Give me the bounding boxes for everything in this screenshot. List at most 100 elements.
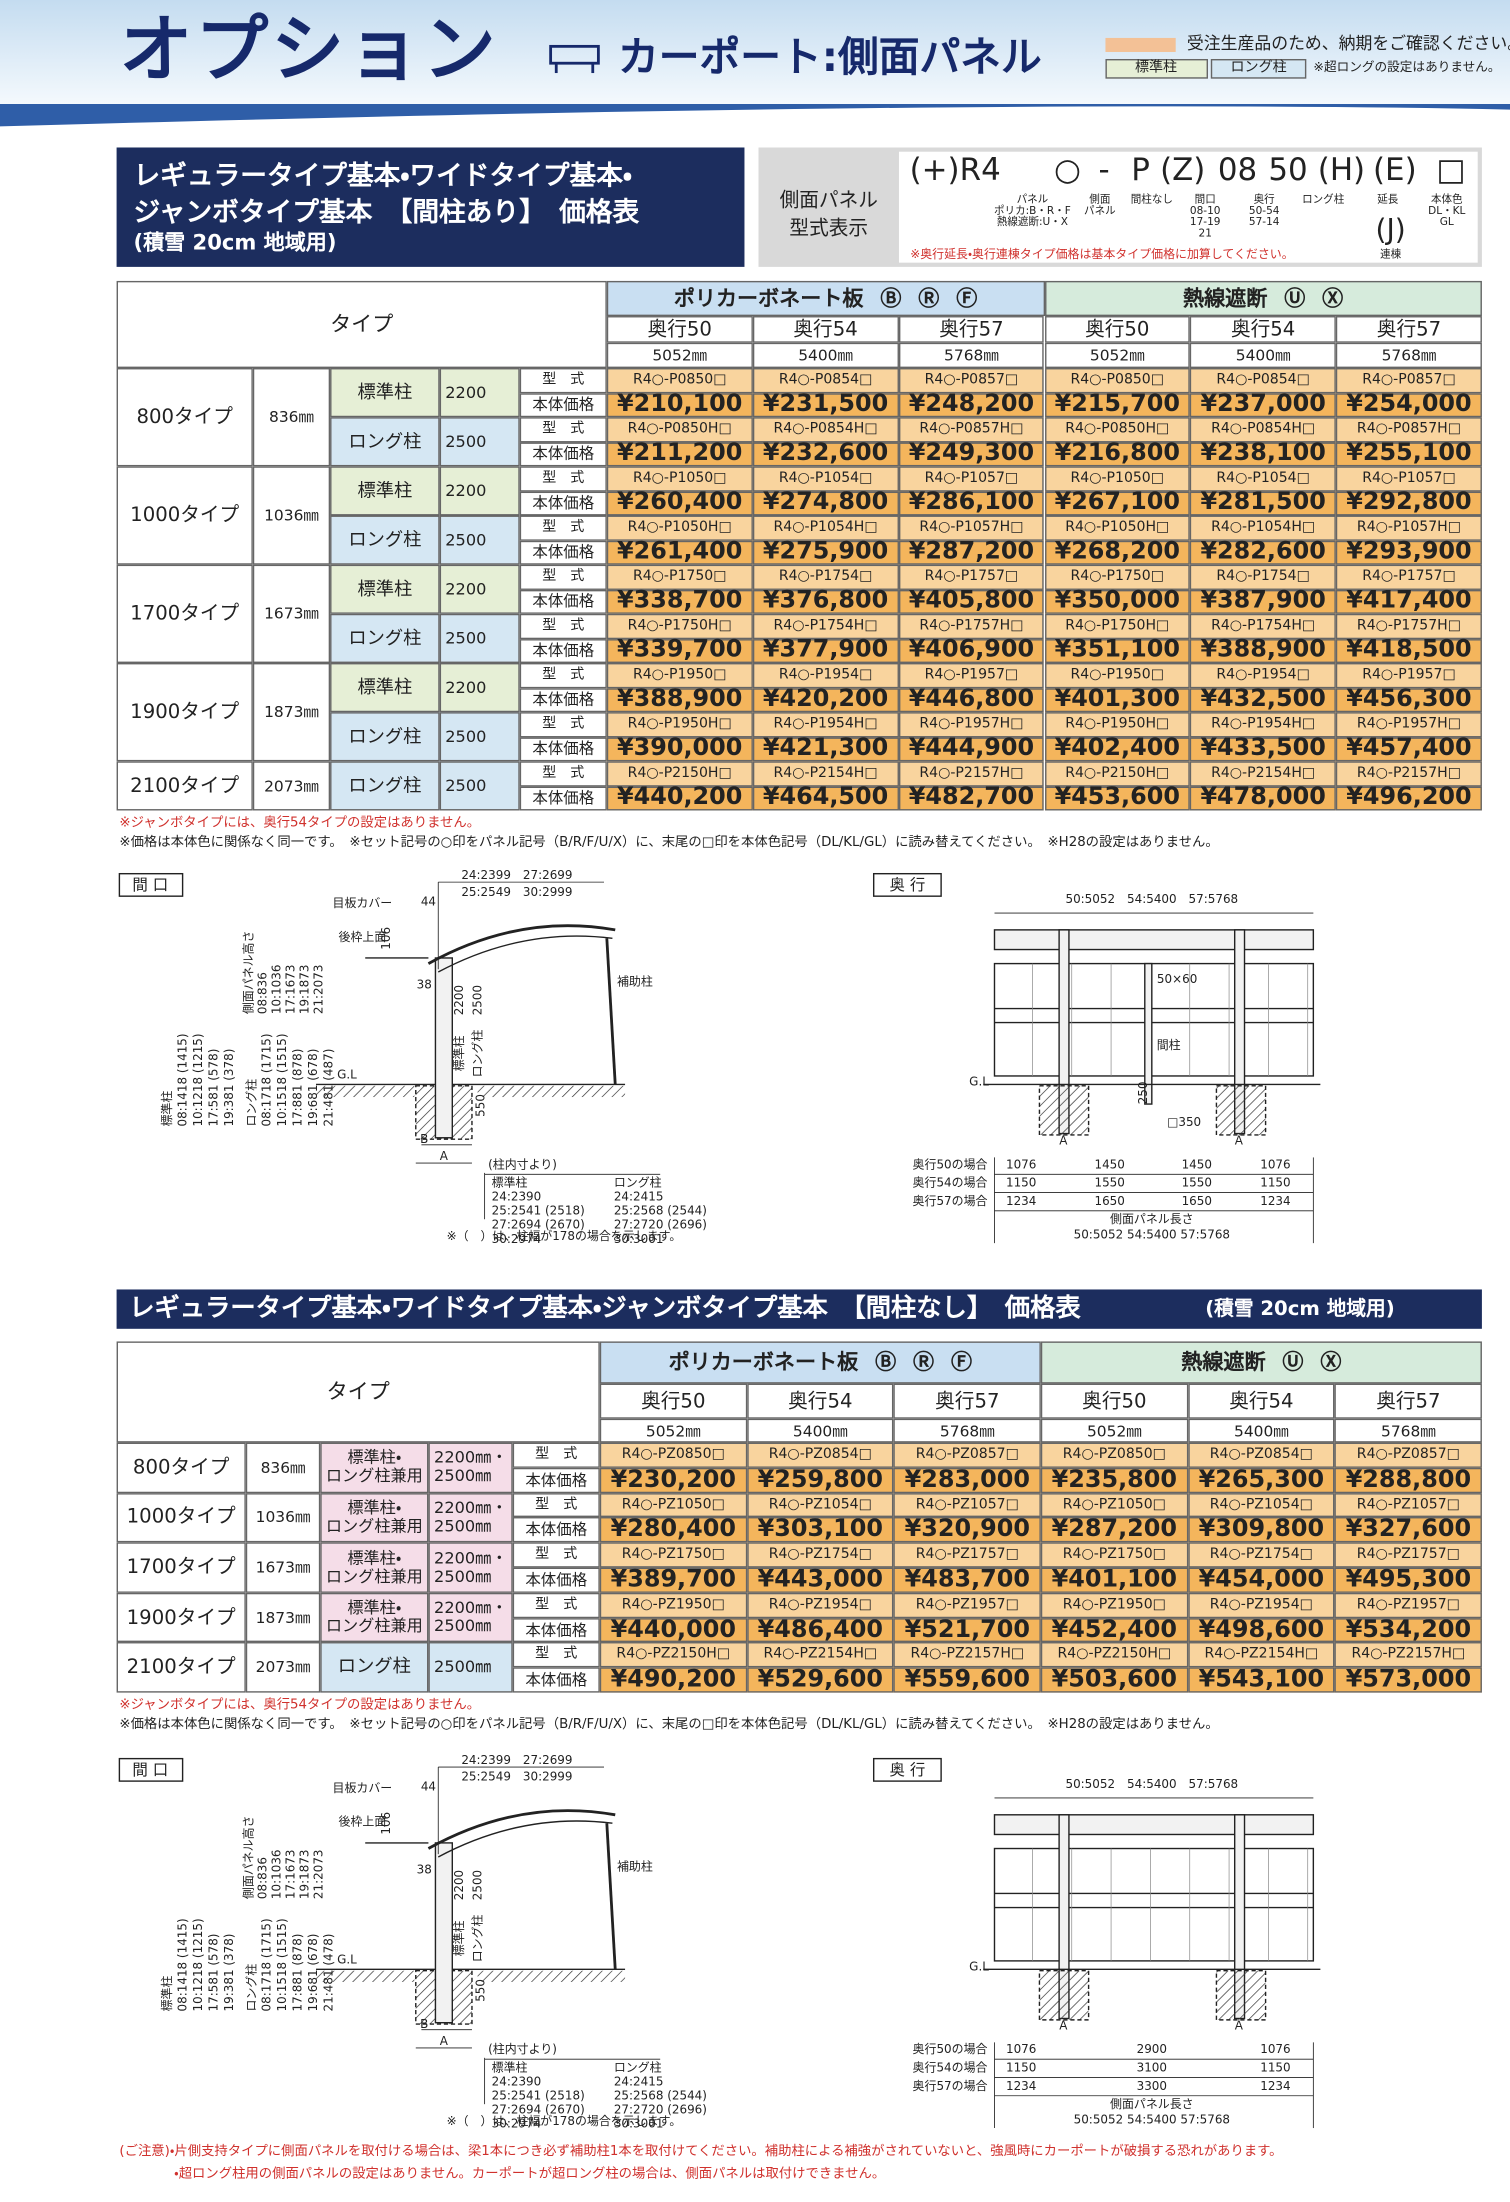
price: ¥402,400	[1054, 734, 1180, 763]
post	[434, 1842, 453, 2024]
model-number: R4○-PZ2154H□	[763, 1646, 878, 1663]
diagram-label: 標準柱	[491, 1176, 528, 1191]
width: 1673㎜	[264, 604, 319, 623]
group-text: Ⓧ	[1320, 1349, 1342, 1375]
row-label-cell	[519, 662, 607, 688]
price-cell	[1190, 638, 1337, 663]
post-type: ロング柱兼用	[325, 1565, 423, 1586]
model-cell	[1334, 1442, 1482, 1468]
diagram-label: 24:2399 27:2699	[461, 869, 573, 884]
model-cell	[1187, 1542, 1335, 1568]
model-number: R4○-P1057H□	[919, 519, 1024, 535]
price-cell	[1187, 1467, 1335, 1493]
model-code-part: (J)	[1375, 212, 1406, 246]
price: ¥303,100	[757, 1515, 884, 1544]
height-cell	[428, 1542, 513, 1593]
model-number: R4○-PZ1954□	[768, 1596, 872, 1613]
depth-label: 奥行54	[788, 1389, 853, 1413]
price-cell	[893, 1467, 1041, 1493]
row-label: 奥行57の場合	[912, 1195, 988, 1210]
section-title: レギュラータイプ基本・ワイドタイプ基本・ジャンボタイプ基本 【間柱なし】 価格表	[129, 1293, 1081, 1324]
model-cell	[752, 368, 899, 393]
post-height: 2500㎜	[434, 1565, 492, 1586]
price-cell	[1334, 1467, 1482, 1493]
post-type: ロング柱	[348, 627, 422, 649]
model-number: R4○-PZ2154H□	[1204, 1646, 1319, 1663]
price: ¥261,400	[617, 537, 743, 566]
model-code-sublabel: DL・KL	[1428, 204, 1466, 217]
model-number: R4○-P1050H□	[1065, 519, 1170, 535]
model-code-sublabel: 57-14	[1248, 215, 1280, 228]
row-label-cell	[512, 1542, 600, 1568]
width: 1873㎜	[255, 1608, 311, 1627]
diagram-label: A	[439, 2034, 448, 2050]
price-cell	[898, 785, 1045, 811]
note: ※ジャンボタイプには、奥行54タイプの設定はありません。	[119, 1697, 481, 1713]
price-cell	[1336, 392, 1482, 418]
diagram-label: 50:5052 54:5400 57:5768	[1073, 1228, 1231, 1243]
diagram-label: 10:1218 (1215)	[192, 1918, 207, 2012]
type-cell	[116, 662, 253, 762]
price: ¥292,800	[1346, 488, 1472, 517]
model-cell	[1187, 1442, 1335, 1468]
row-label-cell	[512, 1467, 600, 1493]
model-code-label: 側面パネル	[779, 189, 878, 213]
price: ¥388,900	[1200, 635, 1326, 665]
diagram-label: A	[1059, 2019, 1068, 2034]
price-cell	[606, 736, 753, 762]
row-label: 本体価格	[525, 1570, 588, 1590]
post-type: 標準柱・	[347, 1447, 402, 1468]
model-code-part: ○	[1054, 153, 1082, 189]
model-cell	[1336, 761, 1482, 786]
price-cell	[898, 540, 1045, 565]
price: ¥255,100	[1346, 439, 1472, 468]
post-height: 2500	[445, 430, 487, 451]
price: ¥420,200	[762, 685, 889, 714]
model-code-part: 08	[1217, 153, 1258, 189]
depth-mm: 5400㎜	[798, 346, 853, 365]
price-cell	[1040, 1617, 1188, 1643]
legend-label: 標準柱	[1134, 60, 1178, 76]
height-cell	[428, 1642, 513, 1693]
depth-mm-cell	[1334, 1418, 1482, 1443]
footer-note: (ご注意)・片側支持タイプに側面パネルを取付ける場合は、梁1本につき必ず補助柱1…	[119, 2143, 1283, 2160]
diagram-label: 08:1418 (1415)	[176, 1033, 191, 1127]
model-number: R4○-P1057H□	[1356, 519, 1462, 535]
model-number: R4○-P1754□	[1216, 568, 1310, 584]
row-label-cell	[519, 540, 607, 565]
price-cell	[746, 1567, 894, 1593]
model-code-sublabel: 熱線遮断:U・X	[996, 215, 1068, 228]
model-cell	[606, 761, 753, 786]
diagram-label: 38	[416, 1863, 432, 1878]
post-height: 2200㎜・	[434, 1447, 508, 1468]
type-header-cell	[116, 1341, 600, 1443]
row-label: 本体価格	[532, 444, 595, 464]
row-label: 型 式	[542, 666, 585, 683]
depth-mm-cell	[893, 1418, 1041, 1443]
foundation	[1215, 1970, 1267, 2021]
row-label-cell	[519, 368, 607, 393]
depth-mm-cell	[746, 1418, 894, 1443]
price-cell	[752, 638, 899, 663]
model-code-sublabel: 延長	[1377, 192, 1399, 206]
price-cell	[746, 1617, 894, 1643]
diagram-label: ロング柱	[245, 1963, 260, 2012]
diagram-label: 38	[416, 978, 432, 993]
diagram-label: 後枠上面	[338, 1815, 387, 1830]
diagram-label: 30:2974	[491, 1232, 542, 1247]
diagram-label: 08:1418 (1415)	[176, 1918, 191, 2012]
model-number: R4○-P2150H□	[627, 765, 732, 781]
group-text: Ⓕ	[950, 1349, 973, 1375]
price: ¥215,700	[1054, 390, 1180, 419]
diagram-label: 27:2694 (2670)	[491, 1218, 585, 1233]
type-cell	[116, 564, 253, 663]
height-cell	[439, 662, 520, 713]
roof	[427, 1809, 616, 1850]
diagram-label: 側面パネル長さ	[1110, 1213, 1194, 1228]
price: ¥495,300	[1345, 1565, 1472, 1594]
model-cell	[752, 417, 899, 442]
diagram-label: 50:5052 54:5400 57:5768	[1073, 2113, 1231, 2128]
type-name: 1000タイプ	[130, 504, 240, 527]
price: ¥486,400	[757, 1615, 884, 1644]
